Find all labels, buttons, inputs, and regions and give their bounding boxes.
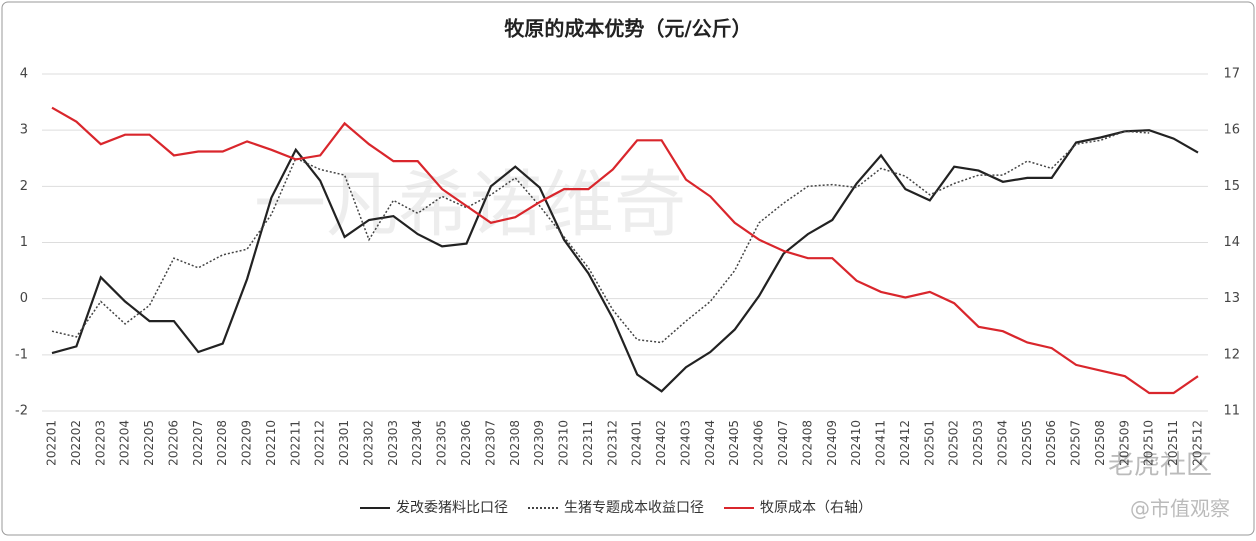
x-tick-label: 202409 (825, 420, 839, 466)
x-tick-label: 202311 (581, 420, 595, 466)
x-tick-label: 202312 (605, 420, 619, 466)
y2-tick-label: 14 (1223, 235, 1240, 250)
series-line (51, 130, 1150, 344)
x-tick-label: 202204 (118, 420, 132, 466)
y-tick-label: 1 (20, 235, 28, 250)
x-tick-label: 202208 (215, 420, 229, 466)
y-tick-label: 4 (20, 67, 28, 82)
y2-tick-label: 11 (1223, 404, 1240, 419)
x-tick-label: 202412 (898, 420, 912, 466)
x-tick-label: 202203 (93, 420, 107, 466)
x-tick-label: 202512 (1191, 420, 1205, 466)
x-tick-label: 202212 (313, 420, 327, 466)
x-tick-label: 202304 (410, 420, 424, 466)
x-tick-label: 202302 (361, 420, 375, 466)
y2-tick-label: 17 (1223, 67, 1240, 82)
x-tick-label: 202205 (142, 420, 156, 466)
x-tick-label: 202211 (288, 420, 302, 466)
x-tick-label: 202504 (995, 420, 1009, 466)
x-tick-label: 202310 (557, 420, 571, 466)
x-tick-label: 202303 (386, 420, 400, 466)
x-tick-label: 202201 (45, 420, 59, 466)
x-tick-label: 202202 (69, 420, 83, 466)
x-tick-label: 202401 (630, 420, 644, 466)
x-tick-label: 202507 (1069, 420, 1083, 466)
x-tick-label: 202405 (727, 420, 741, 466)
x-tick-label: 202509 (1117, 420, 1131, 466)
y-tick-label: 3 (20, 123, 28, 138)
x-tick-label: 202403 (678, 420, 692, 466)
x-tick-label: 202501 (922, 420, 936, 466)
x-tick-label: 202511 (1166, 420, 1180, 466)
y-tick-label: 0 (20, 291, 28, 306)
x-tick-label: 202307 (483, 420, 497, 466)
chart-title: 牧原的成本优势（元/公斤） (504, 17, 751, 41)
x-tick-label: 202505 (1020, 420, 1034, 466)
y-tick-label: -2 (15, 404, 28, 419)
x-tick-label: 202404 (703, 420, 717, 466)
y2-tick-label: 16 (1223, 123, 1240, 138)
watermark: 一凡希诺维奇 (254, 163, 686, 247)
x-tick-label: 202210 (264, 420, 278, 466)
x-tick-label: 202506 (1044, 420, 1058, 466)
watermark: 老虎社区 (1108, 451, 1212, 481)
x-tick-label: 202410 (849, 420, 863, 466)
x-tick-label: 202510 (1142, 420, 1156, 466)
y2-tick-label: 15 (1223, 179, 1240, 194)
series-line (51, 129, 1199, 393)
watermark: @市值观察 (1130, 497, 1230, 521)
x-tick-label: 202402 (654, 420, 668, 466)
x-tick-label: 202309 (532, 420, 546, 466)
y2-tick-label: 13 (1223, 291, 1240, 306)
y-tick-label: -1 (15, 347, 28, 362)
legend-label: 牧原成本（右轴） (760, 500, 872, 516)
y-tick-label: 2 (20, 179, 28, 194)
x-tick-label: 202306 (459, 420, 473, 466)
x-tick-label: 202305 (435, 420, 449, 466)
x-tick-label: 202503 (971, 420, 985, 466)
x-tick-label: 202301 (337, 420, 351, 466)
x-tick-label: 202508 (1093, 420, 1107, 466)
legend-label: 发改委猪料比口径 (396, 500, 508, 516)
series-line (51, 106, 1199, 395)
x-tick-label: 202206 (166, 420, 180, 466)
x-tick-label: 202209 (240, 420, 254, 466)
y2-tick-label: 12 (1223, 347, 1240, 362)
x-tick-label: 202408 (800, 420, 814, 466)
x-tick-label: 202308 (508, 420, 522, 466)
x-tick-label: 202502 (947, 420, 961, 466)
x-tick-label: 202207 (191, 420, 205, 466)
x-tick-label: 202411 (874, 420, 888, 466)
x-tick-label: 202407 (776, 420, 790, 466)
x-tick-label: 202406 (752, 420, 766, 466)
legend-label: 生猪专题成本收益口径 (564, 500, 704, 516)
